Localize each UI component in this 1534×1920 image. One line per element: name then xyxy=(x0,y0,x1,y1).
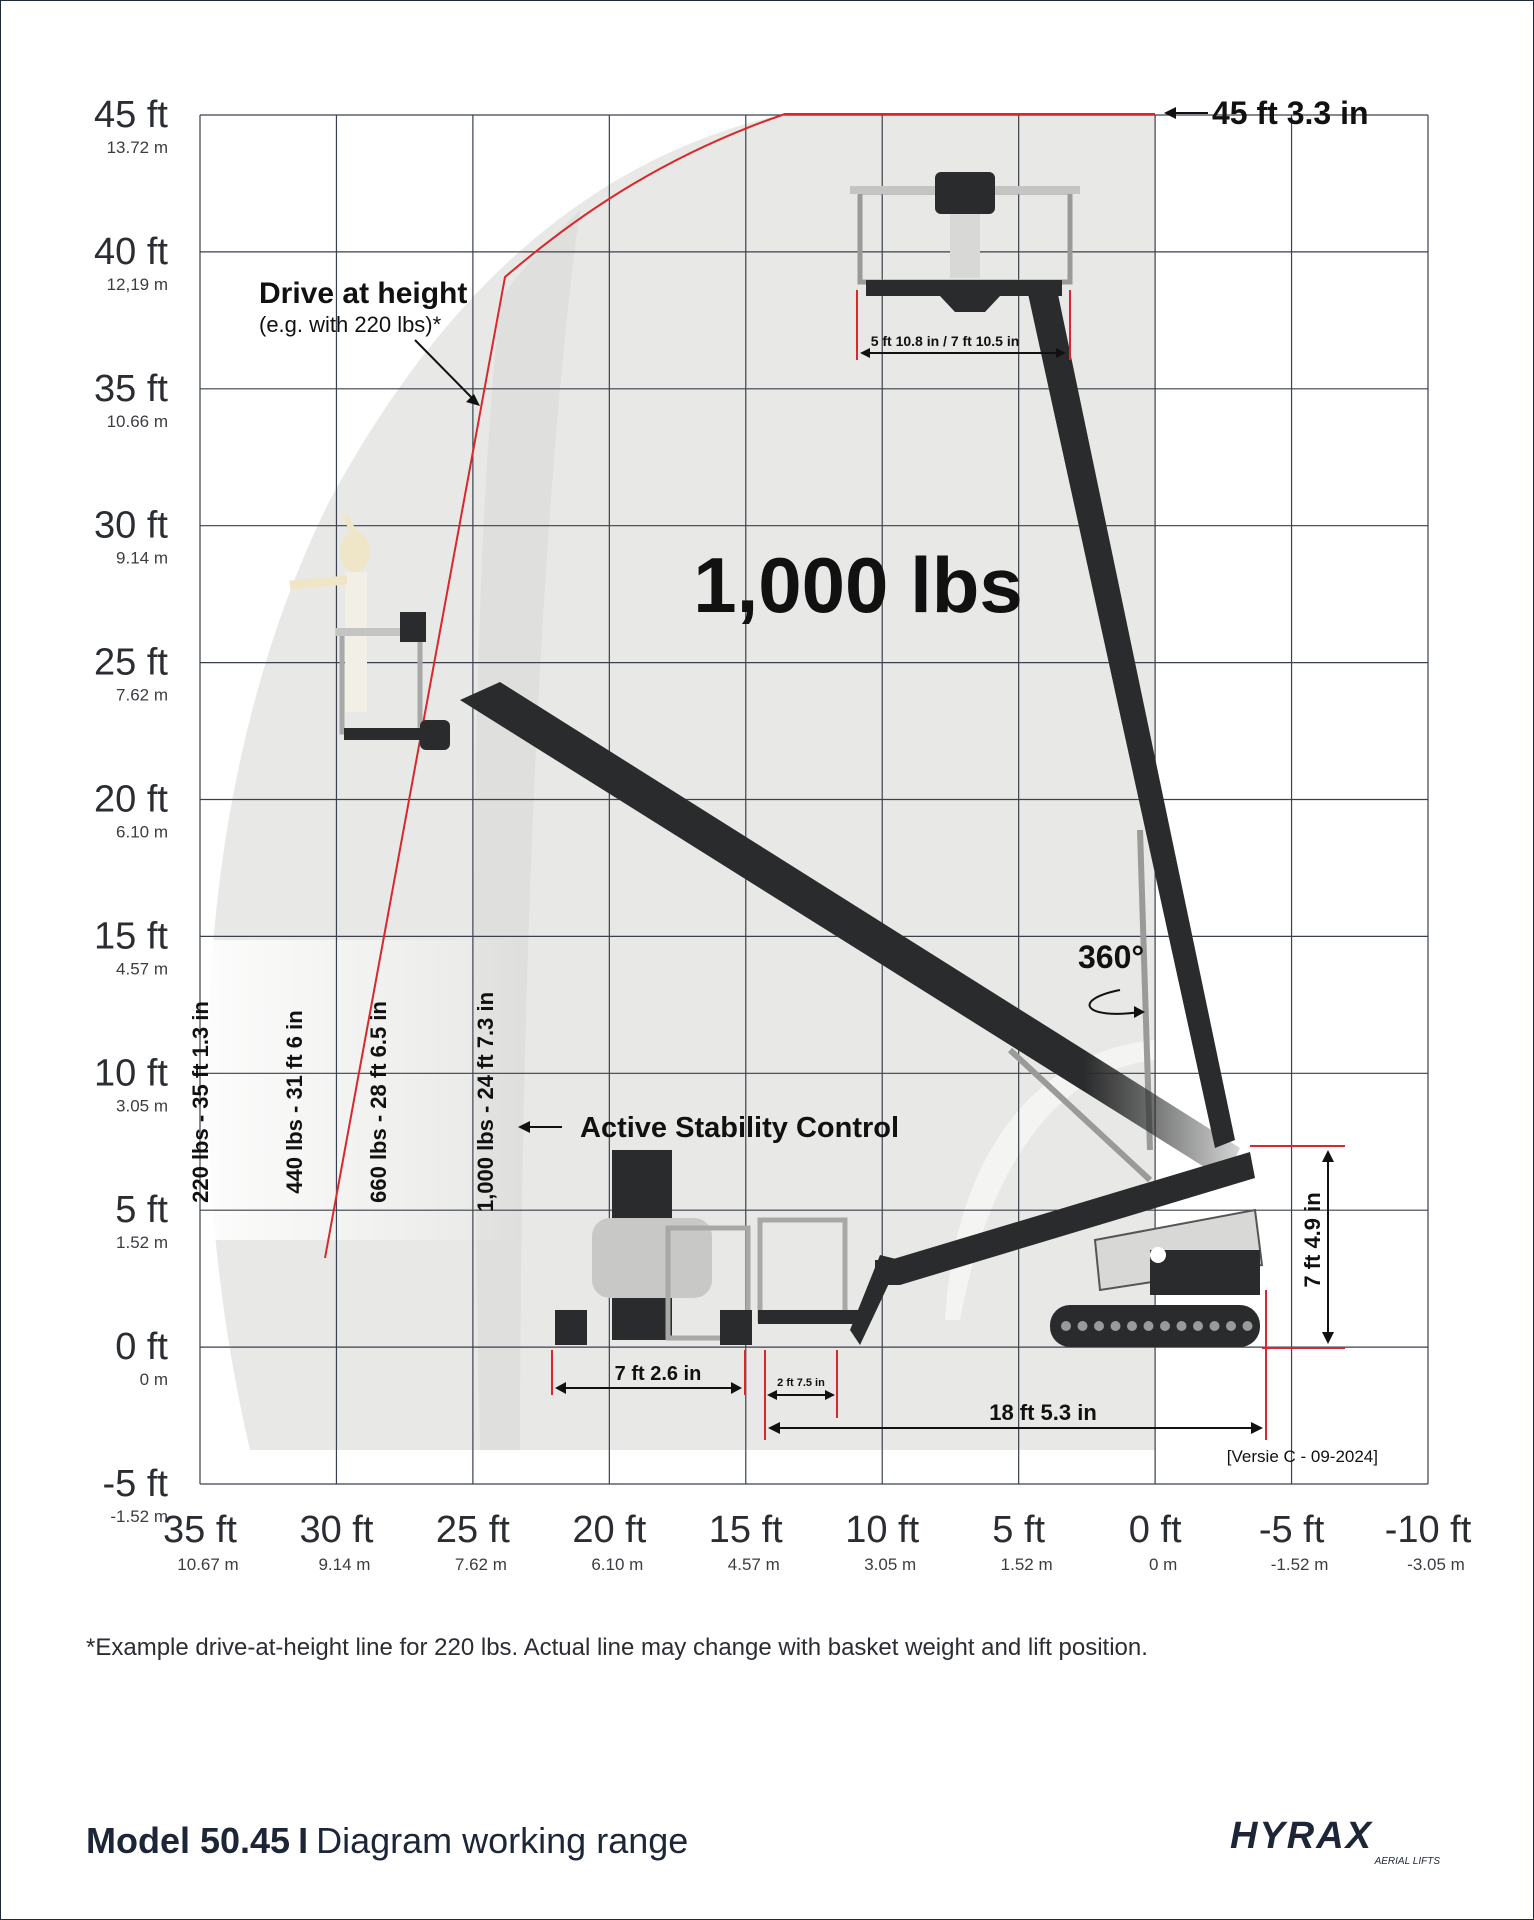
x-tick-label-ft: 5 ft xyxy=(992,1509,1045,1551)
track-roller xyxy=(1077,1321,1088,1331)
y-tick-label-m: 1.52 m xyxy=(116,1233,168,1252)
y-tick-label-m: 13.72 m xyxy=(107,138,168,157)
x-tick-label-m: 3.05 m xyxy=(864,1555,916,1574)
x-tick-label-m: 7.62 m xyxy=(455,1555,507,1574)
track-roller xyxy=(1242,1321,1253,1331)
page-title: Model 50.45 I Diagram working range xyxy=(86,1820,688,1862)
machine-length-dimension xyxy=(768,1290,1267,1440)
max-height-label: 45 ft 3.3 in xyxy=(1212,95,1369,131)
x-tick-label-ft: -5 ft xyxy=(1259,1509,1325,1551)
title-subtitle: Diagram working range xyxy=(316,1820,689,1861)
y-tick-label-m: 10.66 m xyxy=(107,412,168,431)
track-roller xyxy=(1061,1321,1071,1331)
x-tick-label-m: 0 m xyxy=(1149,1555,1177,1574)
x-tick-label-m: -1.52 m xyxy=(1271,1555,1329,1574)
machine-height-label: 7 ft 4.9 in xyxy=(1300,1192,1325,1287)
y-tick-label-m: 0 m xyxy=(140,1370,168,1389)
machine-length-label: 18 ft 5.3 in xyxy=(989,1400,1097,1425)
title-separator: I xyxy=(298,1820,309,1861)
track-roller xyxy=(1094,1321,1104,1331)
track-roller xyxy=(1160,1321,1170,1331)
load-outreach-label: 220 lbs - 35 ft 1.3 in xyxy=(188,1001,213,1203)
y-tick-label-m: 6.10 m xyxy=(116,823,168,842)
track-roller xyxy=(1226,1321,1236,1331)
base-width-label: 7 ft 2.6 in xyxy=(615,1363,702,1385)
capacity-label: 1,000 lbs xyxy=(693,541,1023,629)
y-tick-label-ft: 5 ft xyxy=(115,1189,168,1231)
active-stability-pointer xyxy=(518,1121,562,1133)
machine-height-dimension xyxy=(1250,1145,1345,1349)
version-tag: [Versie C - 09-2024] xyxy=(1227,1447,1378,1466)
x-tick-label-m: 10.67 m xyxy=(177,1555,238,1574)
rotation-arrow xyxy=(1088,989,1141,1015)
y-tick-label-m: 12,19 m xyxy=(107,275,168,294)
track-roller xyxy=(1110,1321,1121,1331)
x-tick-label-ft: 35 ft xyxy=(163,1509,237,1551)
drive-at-height-subtitle: (e.g. with 220 lbs)* xyxy=(259,312,442,337)
logo-tagline: AERIAL LIFTS xyxy=(1374,1856,1441,1867)
y-tick-label-ft: 0 ft xyxy=(115,1326,168,1368)
logo-wordmark: HYRAX xyxy=(1230,1815,1374,1857)
main-boom-diagonal xyxy=(460,682,1240,1183)
track-roller xyxy=(1193,1321,1203,1331)
track-roller xyxy=(1176,1321,1187,1331)
load-outreach-labels: 220 lbs - 35 ft 1.3 in 440 lbs - 31 ft 6 … xyxy=(188,992,498,1212)
track xyxy=(1061,1321,1253,1331)
y-tick-label-ft: -5 ft xyxy=(103,1463,169,1505)
machine-stowed xyxy=(850,1152,1264,1347)
y-tick-label-ft: 20 ft xyxy=(94,779,168,821)
drive-at-height-pointer xyxy=(414,339,480,406)
y-tick-label-ft: 45 ft xyxy=(94,94,168,136)
basket-width-dimension xyxy=(856,290,1071,360)
basket-offset-label: 2 ft 7.5 in xyxy=(777,1377,825,1389)
active-stability-label: Active Stability Control xyxy=(580,1112,899,1144)
x-tick-label-m: 1.52 m xyxy=(1001,1555,1053,1574)
basket-offset-dimension xyxy=(764,1350,838,1440)
x-axis: 35 ft 10.67 m 30 ft 9.14 m 25 ft 7.62 m 20 ft 6… xyxy=(163,1509,1472,1574)
y-axis: 45 ft 13.72 m 40 ft 12,19 m 35 ft 10.66 m 30 f… xyxy=(94,94,168,1526)
working-envelope xyxy=(200,114,1155,1450)
y-tick-label-ft: 35 ft xyxy=(94,368,168,410)
y-tick-label-ft: 40 ft xyxy=(94,231,168,273)
track-roller xyxy=(1209,1321,1220,1331)
y-tick-label-m: 3.05 m xyxy=(116,1096,168,1115)
drive-at-height-title: Drive at height xyxy=(259,277,467,310)
max-height-arrow xyxy=(1164,107,1208,119)
x-tick-label-m: -3.05 m xyxy=(1407,1555,1465,1574)
machine-front-view xyxy=(555,1150,868,1345)
track-roller xyxy=(1143,1321,1154,1331)
x-tick-label-ft: 20 ft xyxy=(572,1509,646,1551)
base-width-dimension xyxy=(551,1350,746,1395)
track-roller xyxy=(1127,1321,1137,1331)
x-tick-label-m: 4.57 m xyxy=(728,1555,780,1574)
footnote: *Example drive-at-height line for 220 lb… xyxy=(86,1634,1148,1661)
y-tick-label-m: 7.62 m xyxy=(116,686,168,705)
x-tick-label-ft: 25 ft xyxy=(436,1509,510,1551)
left-basket-with-operator xyxy=(289,513,450,750)
rotation-label: 360° xyxy=(1078,939,1144,975)
top-basket xyxy=(850,172,1080,312)
hyrax-logo: HYRAX AERIAL LIFTS xyxy=(1230,1815,1441,1867)
x-tick-label-ft: 0 ft xyxy=(1129,1509,1182,1551)
x-tick-label-ft: -10 ft xyxy=(1385,1509,1472,1551)
basket-width-label: 5 ft 10.8 in / 7 ft 10.5 in xyxy=(871,333,1020,349)
y-tick-label-ft: 15 ft xyxy=(94,915,168,957)
load-outreach-label: 660 lbs - 28 ft 6.5 in xyxy=(366,1001,391,1203)
y-tick-label-m: -1.52 m xyxy=(110,1507,168,1526)
load-outreach-label: 1,000 lbs - 24 ft 7.3 in xyxy=(473,992,498,1212)
y-tick-label-ft: 10 ft xyxy=(94,1052,168,1094)
y-tick-label-ft: 30 ft xyxy=(94,505,168,547)
x-tick-label-m: 6.10 m xyxy=(591,1555,643,1574)
x-tick-label-ft: 10 ft xyxy=(845,1509,919,1551)
y-tick-label-ft: 25 ft xyxy=(94,642,168,684)
drive-at-height-line xyxy=(324,113,1155,1259)
y-tick-label-m: 9.14 m xyxy=(116,549,168,568)
model-name: Model 50.45 xyxy=(86,1820,291,1861)
x-tick-label-ft: 30 ft xyxy=(299,1509,373,1551)
x-tick-label-m: 9.14 m xyxy=(318,1555,370,1574)
y-tick-label-m: 4.57 m xyxy=(116,959,168,978)
load-outreach-label: 440 lbs - 31 ft 6 in xyxy=(282,1010,307,1193)
x-tick-label-ft: 15 ft xyxy=(709,1509,783,1551)
